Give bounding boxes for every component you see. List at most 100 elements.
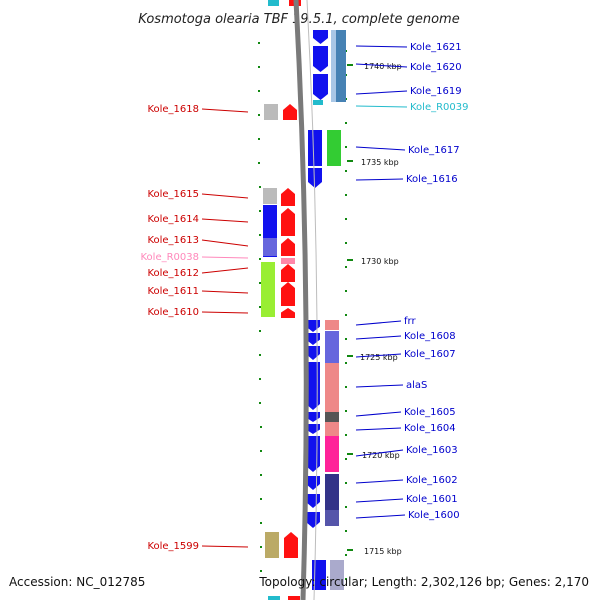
gene-label[interactable]: Kole_1620 [410,62,462,73]
kbp-label: 1720 kbp [362,451,400,460]
track-tick [258,114,260,116]
track-tick [345,218,347,220]
accession-text: Accession: NC_012785 [9,575,145,589]
cds-feature [325,510,339,526]
gene-label[interactable]: Kole_R0039 [410,102,469,113]
gene-label[interactable]: Kole_1615 [147,189,199,200]
leader-line [355,63,408,68]
gene-label[interactable]: Kole_1603 [406,445,458,456]
cds-feature [263,188,277,204]
gene-label[interactable]: Kole_1599 [147,541,199,552]
gene-label[interactable]: Kole_1616 [406,174,458,185]
track-tick [345,170,347,172]
cds-feature [268,0,279,6]
track-tick [258,42,260,44]
track-tick [260,450,262,452]
leader-line [355,178,404,181]
gene-features [261,0,346,600]
cds-arrow [306,424,320,434]
track-tick [259,258,261,260]
leader-line [355,498,404,503]
cds-arrow [306,333,320,345]
track-tick [345,266,347,268]
left-gene-labels: Kole_1618 Kole_1615 Kole_1614 Kole_1613 Kole… [140,104,249,552]
kbp-tick [347,64,353,66]
gene-label[interactable]: Kole_1601 [406,494,458,505]
gene-label[interactable]: Kole_1604 [404,423,456,434]
leader-line [355,411,402,417]
track-tick [258,138,260,140]
gene-label[interactable]: Kole_1605 [404,407,456,418]
leader-line [355,427,402,431]
track-tick [345,122,347,124]
gene-label[interactable]: Kole_1607 [404,349,456,360]
track-tick [345,338,347,340]
gene-label[interactable]: Kole_1613 [147,235,199,246]
kbp-tick [347,355,353,357]
leader-line [201,218,249,223]
track-tick [259,234,261,236]
gene-label[interactable]: frr [404,316,416,327]
gene-label[interactable]: Kole_1610 [147,307,199,318]
gene-label[interactable]: Kole_1600 [408,510,460,521]
gene-label[interactable]: Kole_1611 [147,286,199,297]
gene-label[interactable]: alaS [406,380,427,391]
leader-line [355,320,402,326]
leader-line [355,146,406,151]
cds-arrow [306,412,320,422]
gene-label[interactable]: Kole_1608 [404,331,456,342]
leader-line [355,514,406,519]
track-tick [258,162,260,164]
track-tick [345,530,347,532]
cds-feature [331,30,336,102]
track-tick [345,410,347,412]
kbp-label: 1725 kbp [360,353,398,362]
gene-label[interactable]: Kole_1614 [147,214,199,225]
gene-label[interactable]: Kole_1612 [147,268,199,279]
cds-arrow [313,46,328,72]
track-tick [260,522,262,524]
rna-feature [313,100,323,105]
cds-feature [325,320,339,330]
cds-arrow [281,264,295,282]
leader-line [355,105,408,108]
track-tick [345,314,347,316]
cds-arrow [281,238,295,256]
gene-label[interactable]: Kole_1602 [406,475,458,486]
leader-line [201,256,249,259]
cds-arrow [283,104,297,120]
gene-label[interactable]: Kole_1621 [410,42,462,53]
track-tick [345,386,347,388]
track-tick [259,282,261,284]
cds-arrow [308,168,322,188]
track-tick [345,434,347,436]
cds-feature [264,104,278,120]
cds-arrow [281,188,295,206]
cds-feature [325,412,339,422]
track-tick [258,90,260,92]
track-tick [345,242,347,244]
kbp-scale: 1740 kbp 1735 kbp 1730 kbp 1725 kbp 1720 kbp… [347,62,402,556]
gene-label[interactable]: Kole_R0038 [140,252,199,263]
leader-line [201,290,249,294]
rna-feature [281,258,295,264]
leader-line [201,311,249,314]
track-tick [345,194,347,196]
kbp-label: 1715 kbp [364,547,402,556]
cds-arrow [281,308,295,318]
track-tick [345,458,347,460]
cds-feature [325,363,339,413]
track-tick [260,546,262,548]
gene-label[interactable]: Kole_1619 [410,86,462,97]
gene-label[interactable]: Kole_1618 [147,104,199,115]
kbp-tick [347,259,353,261]
leader-line [201,267,249,274]
genome-backbone [293,0,309,600]
cds-arrow [306,362,320,410]
cds-feature [261,262,275,317]
cds-feature [327,130,341,166]
kbp-tick [347,549,353,551]
gene-label[interactable]: Kole_1617 [408,145,460,156]
cds-feature [288,596,300,600]
